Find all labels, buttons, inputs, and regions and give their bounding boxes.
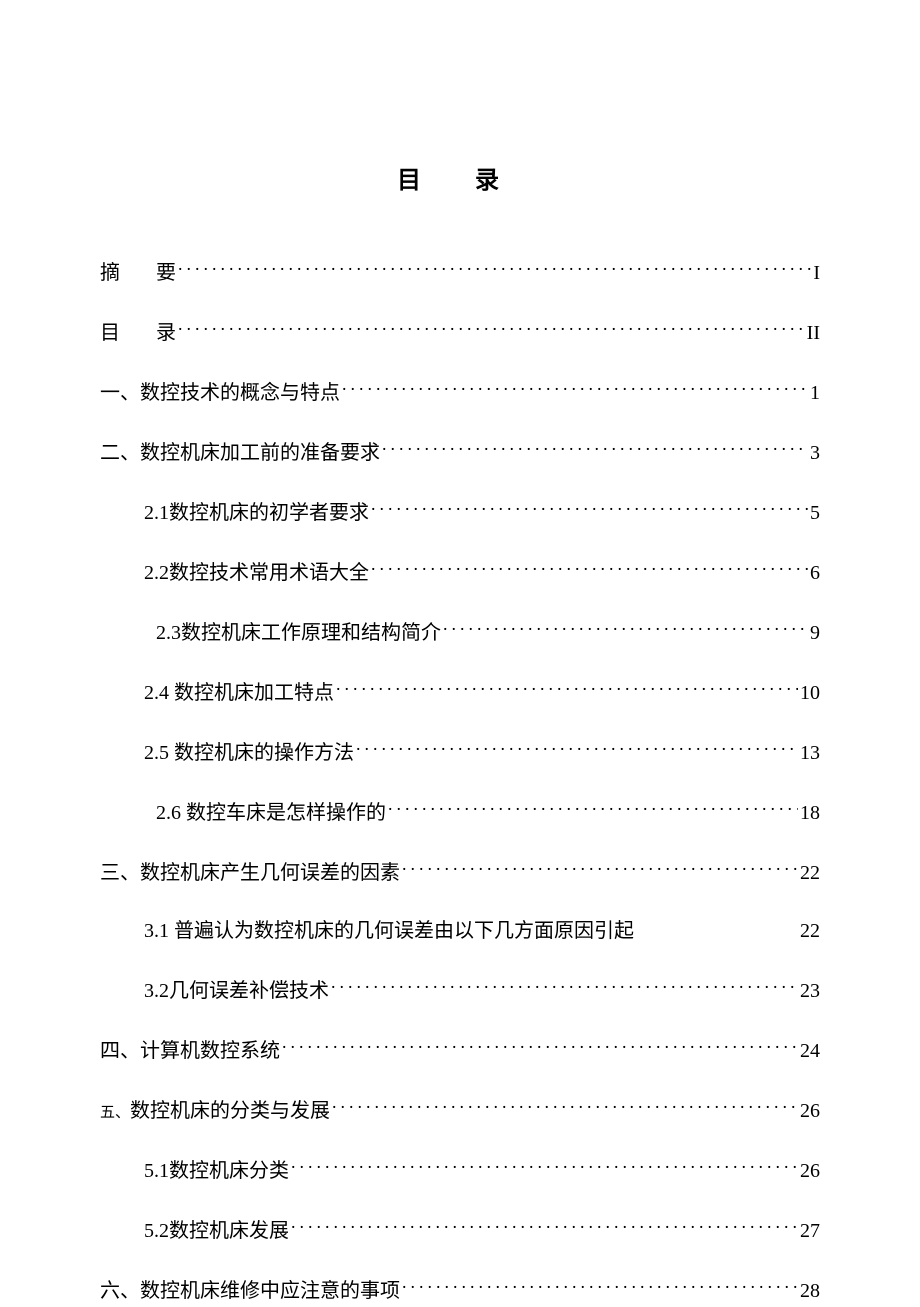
toc-leader-dots bbox=[332, 1093, 798, 1117]
toc-entry: 5.2数控机床发展 27 bbox=[100, 1213, 820, 1247]
toc-entry: 3.2几何误差补偿技术 23 bbox=[100, 973, 820, 1007]
toc-entry: 5.1数控机床分类 26 bbox=[100, 1153, 820, 1187]
toc-entry-page: 10 bbox=[800, 677, 820, 709]
toc-leader-dots bbox=[402, 855, 798, 879]
toc-entry: 三、数控机床产生几何误差的因素 22 bbox=[100, 855, 820, 889]
toc-leader-dots bbox=[371, 555, 808, 579]
toc-entry-label: 5.2数控机床发展 bbox=[144, 1215, 289, 1247]
toc-leader-dots bbox=[291, 1153, 798, 1177]
toc-entry-label: 2.6 数控车床是怎样操作的 bbox=[156, 797, 386, 829]
toc-entry: 3.1 普遍认为数控机床的几何误差由以下几方面原因引起22 bbox=[100, 915, 820, 947]
toc-entry-page: 18 bbox=[800, 797, 820, 829]
toc-entry-label: 3.2几何误差补偿技术 bbox=[144, 975, 329, 1007]
toc-entry-label: 摘要 bbox=[100, 257, 176, 289]
toc-leader-dots bbox=[282, 1033, 798, 1057]
toc-leader-dots bbox=[443, 615, 808, 639]
toc-entry-page: 6 bbox=[810, 557, 820, 589]
toc-entry-page: 1 bbox=[810, 377, 820, 409]
toc-entry-label: 2.2数控技术常用术语大全 bbox=[144, 557, 369, 589]
toc-entry-label: 六、数控机床维修中应注意的事项 bbox=[100, 1275, 400, 1307]
toc-entry-label: 2.5 数控机床的操作方法 bbox=[144, 737, 354, 769]
toc-leader-dots bbox=[388, 795, 798, 819]
table-of-contents: 摘要 I 目录 II 一、数控技术的概念与特点 1 二、数控机床加工前的准备要求 3 2.1数控… bbox=[100, 255, 820, 1307]
toc-entry-label: 3.1 普遍认为数控机床的几何误差由以下几方面原因引起 bbox=[144, 915, 800, 947]
toc-entry-page: 22 bbox=[800, 857, 820, 889]
toc-entry: 五、数控机床的分类与发展 26 bbox=[100, 1093, 820, 1127]
toc-entry-page: 28 bbox=[800, 1275, 820, 1307]
toc-entry-label: 2.1数控机床的初学者要求 bbox=[144, 497, 369, 529]
toc-entry: 摘要 I bbox=[100, 255, 820, 289]
toc-entry: 2.4 数控机床加工特点 10 bbox=[100, 675, 820, 709]
toc-entry: 2.3数控机床工作原理和结构简介 9 bbox=[100, 615, 820, 649]
toc-entry-label: 二、数控机床加工前的准备要求 bbox=[100, 437, 380, 469]
toc-entry-label: 三、数控机床产生几何误差的因素 bbox=[100, 857, 400, 889]
page-title: 目 录 bbox=[100, 160, 820, 195]
toc-entry-page: 13 bbox=[800, 737, 820, 769]
toc-entry-page: 26 bbox=[800, 1095, 820, 1127]
toc-entry-label: 2.3数控机床工作原理和结构简介 bbox=[156, 617, 441, 649]
toc-leader-dots bbox=[371, 495, 808, 519]
toc-entry: 2.2数控技术常用术语大全 6 bbox=[100, 555, 820, 589]
toc-entry-label: 2.4 数控机床加工特点 bbox=[144, 677, 334, 709]
toc-entry-page: 24 bbox=[800, 1035, 820, 1067]
toc-entry-page: 26 bbox=[800, 1155, 820, 1187]
toc-entry-page: 9 bbox=[810, 617, 820, 649]
toc-entry-label: 目录 bbox=[100, 317, 176, 349]
toc-entry-page: I bbox=[813, 257, 820, 289]
toc-leader-dots bbox=[331, 973, 798, 997]
toc-entry-page: 3 bbox=[810, 437, 820, 469]
toc-entry: 2.6 数控车床是怎样操作的 18 bbox=[100, 795, 820, 829]
toc-leader-dots bbox=[291, 1213, 798, 1237]
toc-entry: 2.1数控机床的初学者要求 5 bbox=[100, 495, 820, 529]
toc-entry-label: 5.1数控机床分类 bbox=[144, 1155, 289, 1187]
toc-entry: 一、数控技术的概念与特点 1 bbox=[100, 375, 820, 409]
toc-entry-page: 5 bbox=[810, 497, 820, 529]
toc-entry-label: 一、数控技术的概念与特点 bbox=[100, 377, 340, 409]
toc-leader-dots bbox=[178, 315, 805, 339]
toc-leader-dots bbox=[356, 735, 798, 759]
toc-leader-dots bbox=[336, 675, 798, 699]
toc-entry-page: 23 bbox=[800, 975, 820, 1007]
toc-entry: 二、数控机床加工前的准备要求 3 bbox=[100, 435, 820, 469]
toc-entry-page: 27 bbox=[800, 1215, 820, 1247]
toc-entry-label: 五、数控机床的分类与发展 bbox=[100, 1095, 330, 1127]
toc-leader-dots bbox=[178, 255, 811, 279]
toc-entry: 目录 II bbox=[100, 315, 820, 349]
toc-leader-dots bbox=[342, 375, 808, 399]
toc-leader-dots bbox=[382, 435, 808, 459]
toc-entry: 2.5 数控机床的操作方法 13 bbox=[100, 735, 820, 769]
toc-entry-page: II bbox=[807, 317, 820, 349]
toc-entry-label: 四、计算机数控系统 bbox=[100, 1035, 280, 1067]
toc-entry: 四、计算机数控系统 24 bbox=[100, 1033, 820, 1067]
toc-leader-dots bbox=[402, 1273, 798, 1297]
toc-entry-page: 22 bbox=[800, 915, 820, 947]
